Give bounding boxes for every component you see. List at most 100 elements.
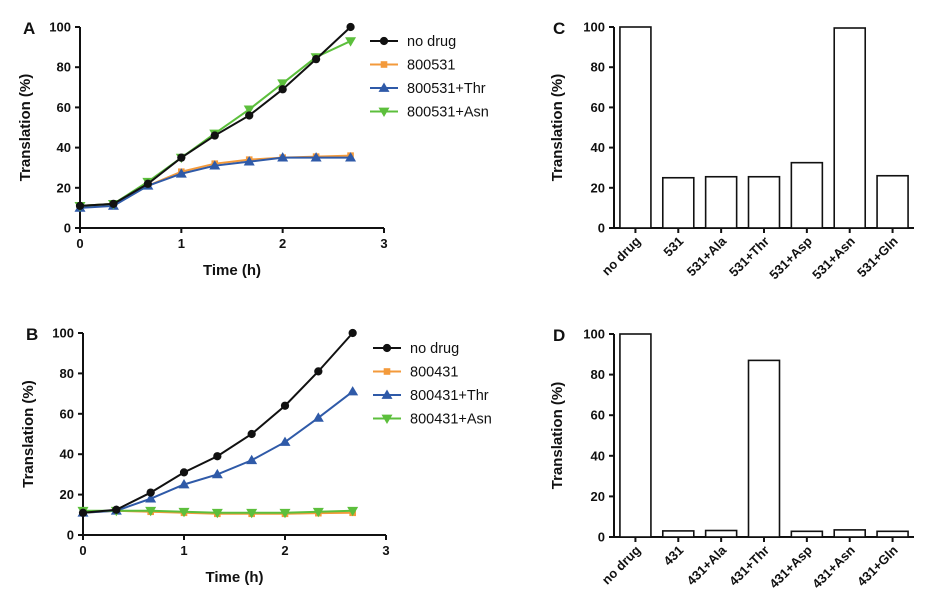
bar-D (833, 529, 867, 538)
y-tick-label-C: 100 (583, 20, 605, 35)
data-point (109, 199, 118, 209)
data-point (310, 152, 322, 162)
y-axis-title-D: Translation (%) (549, 382, 566, 490)
data-point (211, 508, 223, 519)
category-label-D: 431+Gln (854, 542, 901, 589)
legend-marker-A (378, 107, 390, 117)
legend-marker-A (379, 36, 389, 46)
data-point (280, 401, 290, 410)
category-label-C: 531+Ala (684, 233, 730, 279)
y-axis-title-B: Translation (%) (20, 380, 37, 488)
x-axis-title-A: Time (h) (203, 262, 261, 279)
bar-C (704, 175, 738, 229)
data-point (277, 79, 289, 89)
panel-label-A: A (23, 19, 35, 38)
data-point (75, 201, 85, 211)
legend-label-B: 800431+Thr (410, 388, 489, 404)
y-axis-title-C: Translation (%) (549, 74, 566, 182)
data-point (245, 111, 254, 120)
y-tick-label-D: 80 (591, 367, 605, 382)
y-tick-label-D: 0 (598, 530, 605, 545)
legend-label-B: 800431 (410, 365, 458, 381)
series-A-4 (74, 37, 357, 212)
data-point (210, 131, 219, 140)
data-point (277, 152, 289, 162)
category-label-C: 531 (660, 234, 686, 260)
data-point (345, 37, 357, 47)
legend-marker-B (382, 343, 392, 353)
legend-label-A: no drug (407, 34, 456, 50)
panel-label-B: B (26, 325, 38, 344)
y-tick-label-B: 80 (60, 366, 74, 381)
legend-marker-B (381, 389, 393, 399)
category-label-C: 531+Gln (854, 233, 901, 280)
data-point (175, 168, 187, 178)
legend-label-B: 800431+Asn (410, 412, 492, 428)
x-tick-label-B: 3 (382, 543, 389, 558)
data-point (246, 454, 258, 465)
category-label-D: 431+Thr (726, 543, 772, 589)
y-tick-label-A: 40 (57, 140, 71, 155)
series-line (79, 26, 352, 207)
data-point (209, 160, 221, 170)
y-tick-label-B: 60 (60, 406, 74, 421)
category-label-D: no drug (599, 542, 644, 587)
data-point (314, 367, 323, 376)
data-point (348, 328, 357, 338)
y-axis-title-A: Translation (%) (17, 74, 34, 182)
data-point (246, 508, 258, 519)
panel-label-D: D (553, 326, 565, 345)
legend-label-A: 800531+Thr (407, 81, 486, 97)
bar-D (790, 530, 824, 538)
y-tick-label-A: 0 (64, 221, 71, 236)
series-B-4 (77, 506, 359, 519)
y-tick-label-D: 20 (591, 489, 605, 504)
y-tick-label-A: 20 (57, 180, 71, 195)
data-point (243, 105, 255, 115)
x-tick-label-A: 3 (380, 236, 387, 251)
y-tick-label-C: 80 (591, 60, 605, 75)
data-point (347, 506, 359, 517)
data-point (211, 468, 223, 479)
series-A-1 (75, 22, 355, 211)
bar-D (747, 359, 781, 538)
data-point (346, 22, 355, 32)
series-B-3 (77, 386, 359, 517)
data-point (312, 507, 324, 518)
series-B-1 (78, 328, 357, 517)
x-tick-label-A: 2 (279, 236, 286, 251)
y-tick-label-C: 40 (591, 140, 605, 155)
data-point (345, 152, 357, 162)
y-tick-label-B: 100 (52, 326, 74, 341)
data-point (279, 508, 291, 519)
data-point (179, 468, 189, 477)
data-point (145, 506, 157, 517)
bar-C (790, 161, 824, 229)
y-tick-label-C: 60 (591, 100, 605, 115)
x-tick-label-B: 0 (79, 543, 86, 558)
legend-label-A: 800531+Asn (407, 105, 489, 121)
y-tick-label-D: 60 (591, 408, 605, 423)
category-label-D: 431+Asn (809, 542, 858, 591)
data-point (247, 429, 256, 439)
y-tick-label-B: 20 (60, 487, 74, 502)
legend-marker-A (380, 61, 388, 68)
bar-C (619, 26, 652, 229)
data-point (311, 55, 321, 64)
legend-label-A: 800531 (407, 58, 455, 74)
legend-marker-B (383, 368, 391, 375)
data-point (213, 452, 222, 461)
bar-C (876, 174, 909, 229)
data-point (146, 488, 155, 497)
y-tick-label-C: 20 (591, 180, 605, 195)
category-label-C: no drug (599, 233, 644, 278)
category-label-D: 431+Ala (684, 542, 730, 588)
category-label-C: 531+Thr (726, 234, 772, 280)
x-tick-label-A: 1 (178, 236, 185, 251)
bar-C (747, 175, 781, 229)
legend-marker-B (381, 414, 393, 424)
data-point (178, 507, 190, 518)
x-tick-label-A: 0 (76, 236, 83, 251)
data-point (347, 386, 359, 396)
